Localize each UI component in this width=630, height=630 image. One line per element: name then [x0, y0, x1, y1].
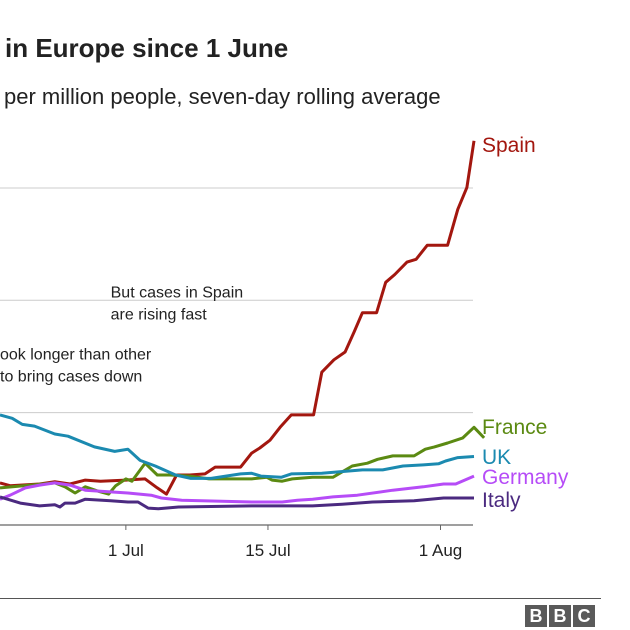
- series-line-italy: [0, 495, 474, 511]
- annotation-text: But cases in Spain: [111, 284, 244, 301]
- annotation-text: to bring cases down: [0, 368, 142, 385]
- footer-divider: [0, 598, 601, 599]
- series-line-germany: [0, 474, 475, 504]
- series-lines: [0, 140, 486, 511]
- bbc-logo-letter: B: [549, 605, 571, 627]
- x-tick-label: 15 Jul: [245, 541, 290, 560]
- bbc-logo: B B C: [525, 605, 595, 627]
- x-tick-label: 1 Jul: [108, 541, 144, 560]
- series-label-italy: Italy: [482, 489, 521, 512]
- line-chart: 1 Jul 15 Jul 1 Aug But cases in Spain are r…: [0, 134, 569, 560]
- x-axis: 1 Jul 15 Jul 1 Aug: [0, 524, 473, 560]
- series-label-spain: Spain: [482, 134, 536, 157]
- series-label-uk: UK: [482, 446, 511, 469]
- annotation-text: are rising fast: [111, 306, 208, 323]
- series-line-spain: [0, 140, 476, 496]
- chart-title: in Europe since 1 June: [5, 33, 289, 63]
- series-label-germany: Germany: [482, 466, 569, 489]
- gridlines: [0, 187, 473, 414]
- annotation-text: ook longer than other: [0, 346, 152, 363]
- series-line-france: [0, 425, 486, 496]
- x-tick-label: 1 Aug: [419, 541, 463, 560]
- chart-subtitle: per million people, seven-day rolling av…: [4, 84, 441, 109]
- bbc-logo-letter: B: [525, 605, 547, 627]
- annotations: But cases in Spain are rising fast ook lon…: [0, 284, 243, 385]
- bbc-logo-letter: C: [573, 605, 595, 627]
- series-label-france: France: [482, 416, 547, 439]
- series-line-uk: [0, 413, 475, 480]
